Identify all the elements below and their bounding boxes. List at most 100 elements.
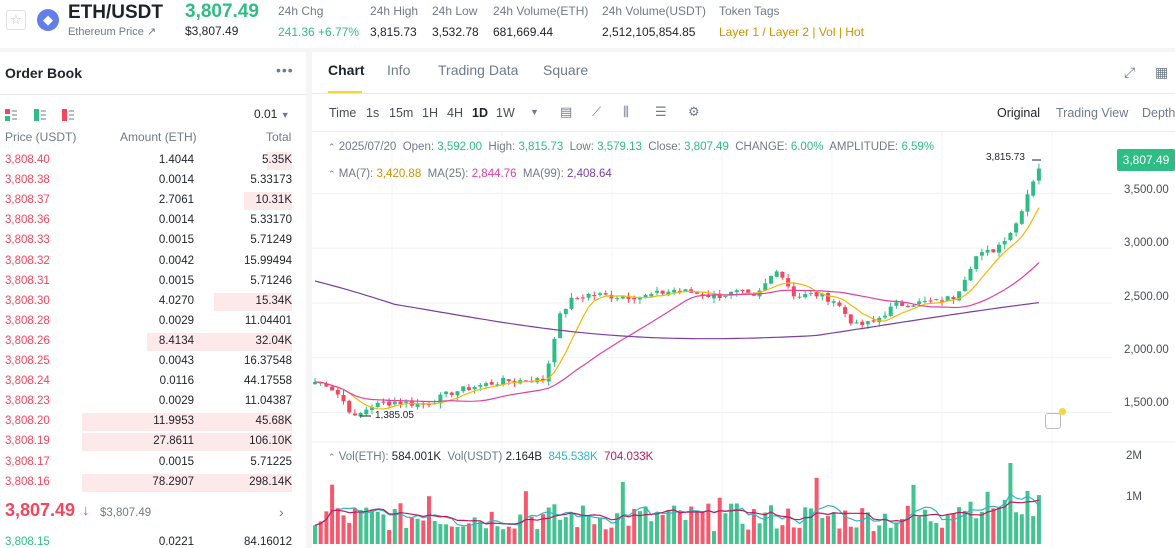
view-trading-view[interactable]: Trading View	[1056, 106, 1129, 120]
current-price-tag: 3,807.49	[1117, 149, 1175, 171]
volume-bar	[694, 510, 699, 544]
view-depth[interactable]: Depth	[1142, 106, 1175, 120]
ask-row[interactable]: 3,808.20 11.9953 45.68K	[0, 412, 300, 432]
asks-view-icon[interactable]	[62, 109, 74, 121]
candle-body	[677, 290, 682, 292]
tab-info[interactable]: Info	[387, 62, 411, 78]
depth-bar	[267, 152, 292, 170]
tab-chart[interactable]: Chart	[328, 62, 365, 78]
ask-row[interactable]: 3,808.36 0.0014 5.33170	[0, 211, 300, 231]
ask-row[interactable]: 3,808.16 78.2907 298.14K	[0, 473, 300, 493]
candle-body	[495, 384, 500, 386]
volume-bar	[1008, 462, 1013, 544]
candle-body	[974, 256, 979, 269]
ask-row[interactable]: 3,808.28 0.0029 11.04401	[0, 312, 300, 332]
interval-1s[interactable]: 1s	[366, 106, 380, 120]
ask-row[interactable]: 3,808.17 0.0015 5.71225	[0, 453, 300, 473]
depth-bar	[82, 433, 292, 452]
volume-bar	[512, 528, 517, 544]
volume-bar	[484, 528, 488, 544]
precision-select[interactable]: 0.01 ▼	[254, 107, 290, 121]
ask-total: 5.33170	[250, 214, 292, 227]
ethereum-icon: ◆	[37, 9, 59, 31]
volume-bar	[592, 524, 597, 544]
candle-body	[985, 249, 990, 253]
interval-1d[interactable]: 1D	[472, 106, 488, 120]
volume-bar	[723, 513, 728, 544]
candle-body	[655, 290, 659, 293]
ask-price: 3,808.17	[5, 455, 50, 468]
ask-row[interactable]: 3,808.32 0.0042 15.99494	[0, 252, 300, 272]
ask-row[interactable]: 3,808.38 0.0014 5.33173	[0, 171, 300, 191]
interval-1h[interactable]: 1H	[422, 106, 438, 120]
notes-float-icon[interactable]	[1045, 413, 1061, 429]
ask-row[interactable]: 3,808.30 4.0270 15.34K	[0, 292, 300, 312]
volume-bar	[649, 521, 654, 544]
ask-amount: 27.8611	[153, 435, 194, 448]
volume-bar	[643, 506, 648, 544]
ask-row[interactable]: 3,808.24 0.0116 44.17558	[0, 372, 300, 392]
stat-3: 24h Volume(ETH) 681,669.44	[493, 4, 588, 39]
volume-bar	[1019, 514, 1024, 544]
both-sides-view-icon[interactable]	[5, 109, 17, 121]
bids-view-icon[interactable]	[34, 109, 46, 121]
volume-bar	[763, 512, 768, 544]
ask-amount: 11.9953	[153, 415, 194, 428]
calendar-icon[interactable]: ▤	[560, 104, 573, 119]
candle-type-icon[interactable]: ⫼	[623, 104, 629, 119]
interval-dropdown-icon[interactable]: ▼	[530, 107, 539, 117]
ask-amount: 0.0029	[158, 314, 194, 327]
ask-row[interactable]: 3,808.33 0.0015 5.71249	[0, 231, 300, 251]
tab-trading-data[interactable]: Trading Data	[438, 62, 519, 78]
indicator-icon[interactable]: ⟋	[592, 104, 602, 119]
interval-15m[interactable]: 15m	[389, 106, 414, 120]
volume-bar	[330, 484, 335, 544]
volume-bar	[757, 523, 762, 544]
price-column-header: Price (USDT)	[5, 130, 77, 144]
candle-body	[404, 401, 409, 403]
candle-body	[427, 404, 431, 406]
volume-bar	[985, 491, 990, 544]
bid-row[interactable]: 3,808.15 0.0221 84.16012	[0, 533, 300, 548]
candle-body	[905, 306, 910, 308]
ask-row[interactable]: 3,808.37 2.7061 10.31K	[0, 191, 300, 211]
pair-title[interactable]: ETH/USDT	[68, 2, 163, 23]
ask-total: 5.71249	[250, 234, 292, 247]
expand-icon[interactable]: ⤢	[1124, 64, 1136, 80]
view-original[interactable]: Original	[997, 106, 1041, 120]
stat-value[interactable]: Layer 1 / Layer 2 | Vol | Hot	[719, 25, 864, 39]
more-dots-icon[interactable]: •••	[276, 62, 294, 78]
tab-square[interactable]: Square	[543, 62, 589, 78]
ticker-header: ☆ ◆ ETH/USDT Ethereum Price ↗ 3,807.49 $…	[0, 0, 1175, 48]
interval-1w[interactable]: 1W	[496, 106, 515, 120]
ask-row[interactable]: 3,808.19 27.8611 106.10K	[0, 432, 300, 452]
favorite-star-icon[interactable]: ☆	[6, 10, 26, 30]
volume-bar	[740, 523, 745, 544]
interval-4h[interactable]: 4H	[447, 106, 463, 120]
coin-price-link[interactable]: Ethereum Price ↗	[68, 26, 157, 38]
gear-icon[interactable]: ⚙	[688, 104, 700, 119]
candle-body	[723, 296, 728, 298]
ask-total: 11.04401	[244, 314, 292, 327]
ask-row[interactable]: 3,808.31 0.0015 5.71246	[0, 272, 300, 292]
chart-settings-icon[interactable]: ☰	[655, 104, 667, 119]
time-label[interactable]: Time	[329, 106, 357, 120]
volume-bar	[478, 521, 483, 544]
volume-bar	[729, 503, 734, 544]
chevron-right-icon[interactable]: ›	[279, 504, 284, 520]
ask-price: 3,808.26	[5, 334, 50, 347]
layout-grid-icon[interactable]: ▦	[1155, 64, 1169, 80]
ask-row[interactable]: 3,808.40 1.4044 5.35K	[0, 151, 300, 171]
ask-row[interactable]: 3,808.23 0.0029 11.04387	[0, 392, 300, 412]
volume-bar	[797, 527, 802, 544]
ask-amount: 0.0015	[158, 234, 194, 247]
stat-4: 24h Volume(USDT) 2,512,105,854.85	[602, 4, 706, 39]
candle-body	[803, 294, 808, 298]
ask-row[interactable]: 3,808.25 0.0043 16.37548	[0, 352, 300, 372]
volume-bar	[905, 505, 910, 544]
arrow-down-icon: ↓	[82, 502, 90, 519]
candlestick-chart[interactable]	[312, 132, 1175, 548]
ask-price: 3,808.32	[5, 254, 50, 267]
ask-row[interactable]: 3,808.26 8.4134 32.04K	[0, 332, 300, 352]
candle-body	[398, 401, 403, 404]
